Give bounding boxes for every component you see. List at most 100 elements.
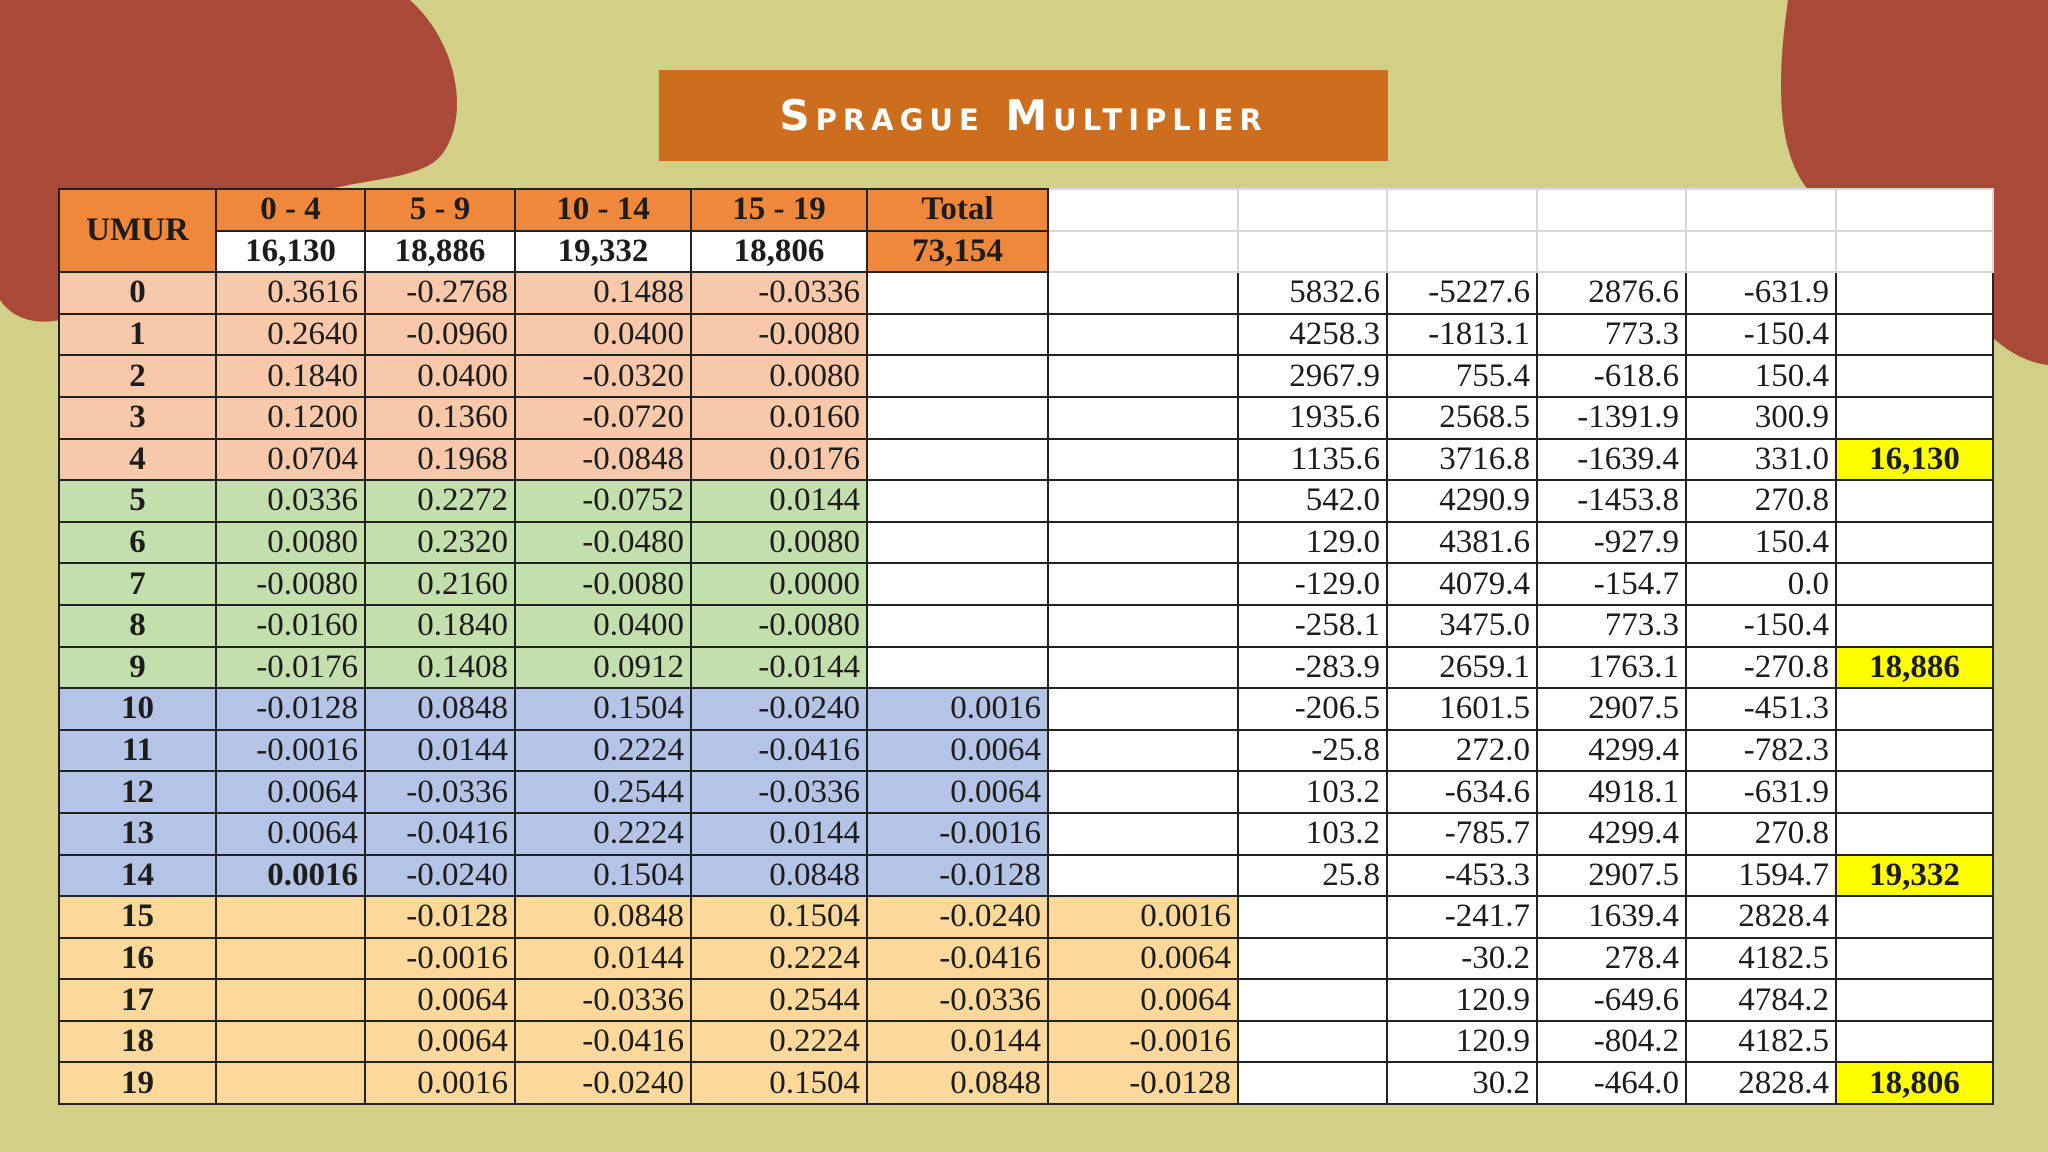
multiplier-cell: 0.1488 [514, 271, 692, 315]
group-sum-cell [1835, 687, 1994, 731]
multiplier-cell [866, 271, 1049, 315]
multiplier-cell: -0.0128 [1047, 1061, 1239, 1106]
multiplier-cell [866, 395, 1049, 440]
product-cell: 2876.6 [1536, 271, 1687, 315]
multiplier-cell: 0.0144 [514, 936, 692, 981]
group-sum-cell [1835, 978, 1994, 1022]
group-sum-cell [1835, 1019, 1994, 1064]
multiplier-cell: 0.0336 [215, 479, 366, 523]
multiplier-cell: 0.2224 [514, 811, 692, 856]
product-cell: 3475.0 [1386, 603, 1538, 648]
age-cell: 2 [58, 354, 217, 398]
group-sum-cell: 18,886 [1835, 645, 1994, 690]
empty-header-cell [1835, 229, 1994, 274]
total-header: Total [866, 188, 1049, 232]
empty-header-cell [1386, 229, 1538, 274]
table-row: 17 0.0064 -0.0336 0.2544 -0.0336 0.0064 120.9-… [58, 978, 1994, 1022]
multiplier-cell: -0.0416 [866, 936, 1049, 981]
table-row: 11 -0.0016 0.0144 0.2224 -0.0416 0.0064 -25.8 2… [58, 728, 1994, 773]
multiplier-cell: -0.0240 [514, 1061, 692, 1106]
group-value-0-4: 16,130 [215, 229, 366, 274]
product-cell: -451.3 [1685, 687, 1837, 731]
product-cell: 4079.4 [1386, 562, 1538, 606]
multiplier-cell: 0.0176 [690, 437, 868, 482]
multiplier-cell: 0.0080 [690, 354, 868, 398]
multiplier-cell: -0.0128 [215, 687, 366, 731]
multiplier-cell: 0.2224 [690, 1019, 868, 1064]
product-cell: 278.4 [1536, 936, 1687, 981]
product-cell: -1391.9 [1536, 395, 1687, 440]
table-row: 18 0.0064 -0.0416 0.2224 0.0144 -0.0016 120.9-… [58, 1019, 1994, 1064]
product-cell: -5227.6 [1386, 271, 1538, 315]
product-cell: 4258.3 [1237, 312, 1388, 357]
group-sum-cell [1835, 271, 1994, 315]
table-row: 2 0.1840 0.0400 -0.0320 0.0080 2967.9 755.4 -61… [58, 354, 1994, 398]
age-cell: 5 [58, 479, 217, 523]
age-cell: 3 [58, 395, 217, 440]
multiplier-cell: -0.0080 [690, 603, 868, 648]
multiplier-cell: 0.0144 [364, 728, 516, 773]
multiplier-cell: -0.0016 [215, 728, 366, 773]
multiplier-cell: 0.0160 [690, 395, 868, 440]
multiplier-cell: -0.0848 [514, 437, 692, 482]
multiplier-cell: 0.2272 [364, 479, 516, 523]
empty-header-cell [1536, 229, 1687, 274]
age-cell: 14 [58, 853, 217, 898]
multiplier-cell: 0.0144 [690, 479, 868, 523]
product-cell: 103.2 [1237, 811, 1388, 856]
multiplier-cell: 0.0016 [364, 1061, 516, 1106]
multiplier-cell: 0.1504 [514, 687, 692, 731]
product-cell: 129.0 [1237, 520, 1388, 565]
page-title: Sprague Multiplier [779, 91, 1268, 140]
group-sum-cell: 18,806 [1835, 1061, 1994, 1106]
multiplier-cell: 0.0064 [866, 728, 1049, 773]
multiplier-cell: -0.0080 [690, 312, 868, 357]
age-cell: 9 [58, 645, 217, 690]
multiplier-cell: 0.1968 [364, 437, 516, 482]
product-cell: 120.9 [1386, 1019, 1538, 1064]
age-cell: 13 [58, 811, 217, 856]
product-cell: 2907.5 [1536, 853, 1687, 898]
group-sum-cell [1835, 770, 1994, 814]
group-sum-cell [1835, 520, 1994, 565]
multiplier-cell: -0.0016 [1047, 1019, 1239, 1064]
product-cell: -283.9 [1237, 645, 1388, 690]
multiplier-cell [215, 1019, 366, 1064]
multiplier-cell: -0.0080 [514, 562, 692, 606]
multiplier-cell: -0.0336 [690, 271, 868, 315]
multiplier-cell [1047, 271, 1239, 315]
product-cell [1237, 1061, 1388, 1106]
empty-header-cell [1047, 229, 1239, 274]
multiplier-cell: 0.0704 [215, 437, 366, 482]
multiplier-cell: 0.0848 [514, 895, 692, 939]
multiplier-cell: -0.0128 [364, 895, 516, 939]
age-cell: 16 [58, 936, 217, 981]
multiplier-cell: -0.0320 [514, 354, 692, 398]
product-cell: 0.0 [1685, 562, 1837, 606]
multiplier-cell: 0.0848 [690, 853, 868, 898]
age-cell: 1 [58, 312, 217, 357]
multiplier-cell [866, 479, 1049, 523]
product-cell: 331.0 [1685, 437, 1837, 482]
multiplier-cell [1047, 770, 1239, 814]
product-cell: 755.4 [1386, 354, 1538, 398]
group-sum-cell [1835, 562, 1994, 606]
multiplier-cell: -0.0128 [866, 853, 1049, 898]
product-cell: -1813.1 [1386, 312, 1538, 357]
multiplier-cell: 0.0400 [364, 354, 516, 398]
group-header-5-9: 5 - 9 [364, 188, 516, 232]
multiplier-cell: -0.2768 [364, 271, 516, 315]
product-cell: 1594.7 [1685, 853, 1837, 898]
multiplier-cell: 0.0912 [514, 645, 692, 690]
product-cell: 4182.5 [1685, 1019, 1837, 1064]
multiplier-cell: 0.0000 [690, 562, 868, 606]
multiplier-cell: -0.0144 [690, 645, 868, 690]
multiplier-cell [1047, 645, 1239, 690]
multiplier-cell: 0.2224 [514, 728, 692, 773]
multiplier-cell [215, 978, 366, 1022]
multiplier-cell: -0.0416 [514, 1019, 692, 1064]
multiplier-cell: 0.0848 [364, 687, 516, 731]
multiplier-cell: -0.0336 [514, 978, 692, 1022]
multiplier-cell: -0.0336 [690, 770, 868, 814]
product-cell: 1135.6 [1237, 437, 1388, 482]
